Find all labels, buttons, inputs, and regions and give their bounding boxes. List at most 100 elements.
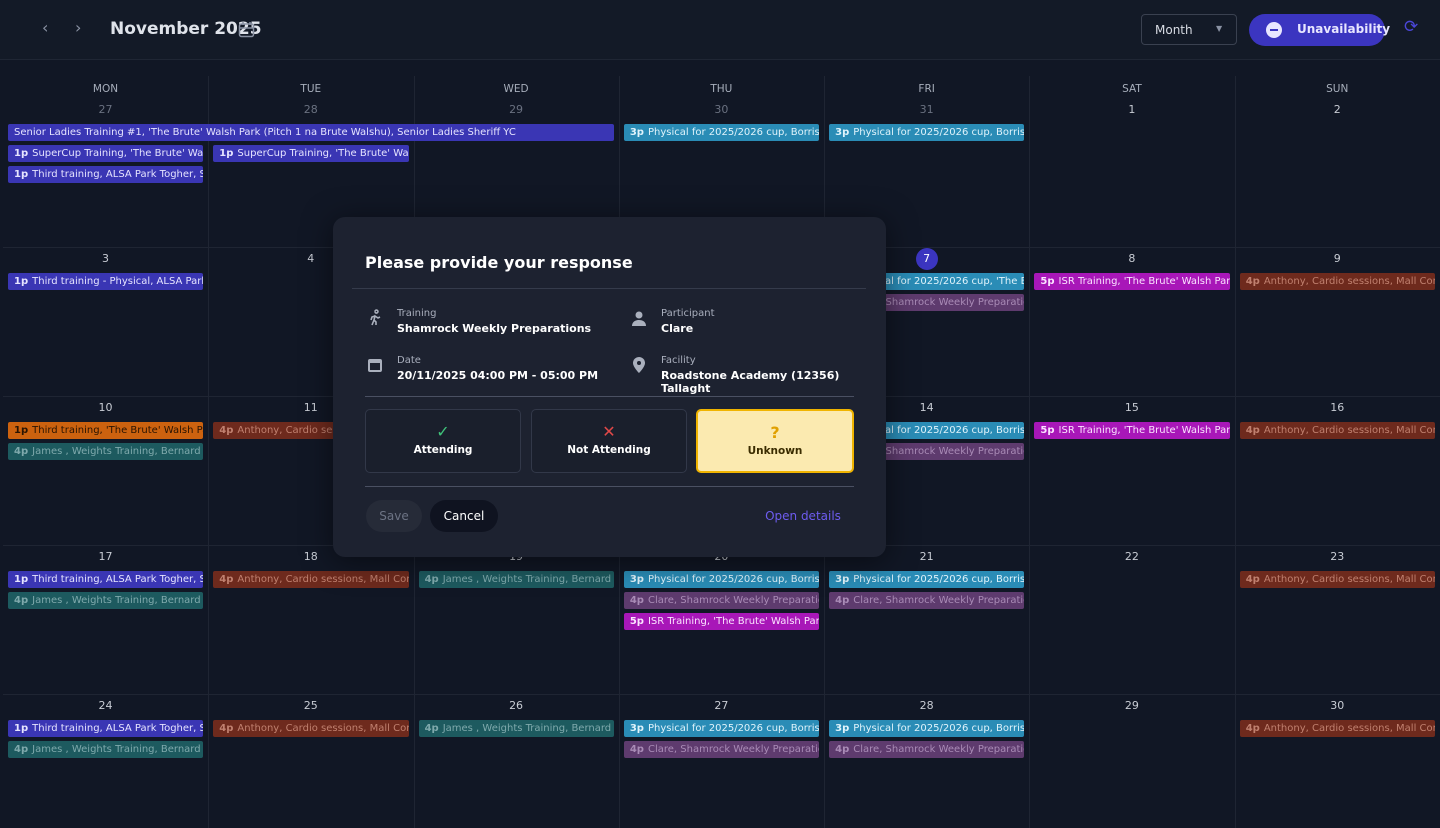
event-time: 4p <box>629 595 644 606</box>
event[interactable]: 1p Third training, ALSA Park Togher, Ser <box>8 571 204 588</box>
day-number: 24 <box>98 699 113 712</box>
event-time: 5p <box>1040 276 1055 287</box>
day-number: 27 <box>714 699 729 712</box>
cancel-button[interactable]: Cancel <box>430 500 498 532</box>
event[interactable]: 5p ISR Training, 'The Brute' Walsh Park <box>1034 273 1230 290</box>
save-button[interactable]: Save <box>366 500 422 532</box>
today-marker <box>915 248 938 270</box>
event-title: Third training, ALSA Park Togher, Ser <box>32 723 204 734</box>
option-button[interactable]: ? Unknown <box>696 409 854 473</box>
dialog-title: Please provide your response <box>365 253 633 272</box>
event-time: 4p <box>219 723 234 734</box>
option-button[interactable]: ✓ Attending <box>365 409 521 473</box>
month-title: November 2025 <box>110 19 262 39</box>
event[interactable]: 1p Third training - Physical, ALSA Park ' <box>8 273 204 290</box>
event[interactable]: 4p Anthony, Cardio sessions, Mall Comp <box>1239 273 1435 290</box>
day-number: 10 <box>98 401 113 414</box>
option-button[interactable]: ✕ Not Attending <box>531 409 687 473</box>
event-title: Third training, 'The Brute' Walsh Park <box>32 425 204 436</box>
day-number: 22 <box>1124 550 1139 563</box>
day-number: 29 <box>1124 699 1139 712</box>
weekday-label: MON <box>92 83 119 95</box>
column-line <box>1029 76 1031 828</box>
event-title: Physical for 2025/2026 cup, Borris C <box>853 425 1025 436</box>
day-number: 3 <box>102 252 109 265</box>
day-number: 1 <box>1128 103 1136 116</box>
event[interactable]: 4p James , Weights Training, Bernard C <box>8 592 204 609</box>
next-button[interactable]: › <box>75 18 82 37</box>
event-title: James , Weights Training, Bernard C <box>442 574 614 585</box>
unavailability-button[interactable]: Unavailability <box>1249 14 1390 46</box>
event[interactable]: 4p Anthony, Cardio sessions, Mall Comp <box>213 720 409 737</box>
event-title: ISR Training, 'The Brute' Walsh Park <box>1058 425 1230 436</box>
day-number: 15 <box>1124 401 1139 414</box>
event-time: 1p <box>219 148 234 159</box>
event-time: 4p <box>1245 276 1260 287</box>
event-title: ISR Training, 'The Brute' Walsh Park <box>647 616 820 627</box>
event-time: 3p <box>629 127 644 138</box>
event-time: 4p <box>219 574 234 585</box>
prev-button[interactable]: ‹ <box>42 18 49 37</box>
event-title: Anthony, Cardio sessions, Mall Comp <box>1263 276 1435 287</box>
event-title: James , Weights Training, Bernard C <box>442 723 614 734</box>
event[interactable]: 4p Anthony, Cardio sessions, Mall Comp <box>1239 571 1435 588</box>
minus-icon <box>1266 22 1282 38</box>
event[interactable]: 4p James , Weights Training, Bernard C <box>8 741 204 758</box>
event-title: James , Weights Training, Bernard C <box>32 446 204 457</box>
day-number: 17 <box>98 550 113 563</box>
event-time: 4p <box>1245 574 1260 585</box>
refresh-button[interactable]: ⟳ <box>1404 17 1419 37</box>
event[interactable]: 4p Anthony, Cardio sessions, Mall Comp <box>213 571 409 588</box>
detail-label: Date <box>397 355 421 366</box>
day-number: 11 <box>303 401 318 414</box>
event[interactable]: 1p Third training, ALSA Park Togher, Ser <box>8 720 204 737</box>
day-number: 30 <box>714 103 729 116</box>
event-time: 1p <box>14 723 29 734</box>
detail-value: Roadstone Academy (12356) Tallaght <box>661 369 840 395</box>
event-time: 5p <box>629 616 644 627</box>
view-select[interactable]: Month ▼ <box>1141 14 1237 45</box>
event[interactable]: 4p Anthony, Cardio sessions, Mall Comp <box>1239 720 1435 737</box>
event-time: 3p <box>835 723 850 734</box>
detail-icon <box>368 359 382 372</box>
event[interactable]: Senior Ladies Training #1, 'The Brute' W… <box>8 124 614 141</box>
event-time: 4p <box>835 595 850 606</box>
top-bar: ‹ › November 2025 Month ▼ Unavailability… <box>0 0 1440 60</box>
event-time: 4p <box>424 723 439 734</box>
event[interactable]: 1p SuperCup Training, 'The Brute' Walsh <box>8 145 204 162</box>
event[interactable]: 1p SuperCup Training, 'The Brute' Walsh <box>213 145 409 162</box>
event[interactable]: 4p Anthony, Cardio sessions, Mall Comp <box>1239 422 1435 439</box>
event[interactable]: 4p James , Weights Training, Bernard C <box>418 571 614 588</box>
event-time: 3p <box>629 574 644 585</box>
calendar-icon[interactable] <box>238 21 255 38</box>
event-title: Anthony, Cardio sessions, Mall Comp <box>1263 723 1435 734</box>
event-title: Clare, Shamrock Weekly Preparation <box>853 744 1025 755</box>
event[interactable]: 1p Third training, ALSA Park Togher, Ser <box>8 166 204 183</box>
event-title: Physical for 2025/2026 cup, 'The Bru <box>853 276 1025 287</box>
event[interactable]: 1p Third training, 'The Brute' Walsh Park <box>8 422 204 439</box>
detail-value: Clare <box>661 322 694 335</box>
option-label: Attending <box>413 444 473 456</box>
event-time: 4p <box>14 595 29 606</box>
weekday-label: THU <box>710 83 733 95</box>
open-details-link[interactable]: Open details <box>765 509 841 523</box>
event[interactable]: 4p James , Weights Training, Bernard C <box>8 443 204 460</box>
event[interactable]: 4p James , Weights Training, Bernard C <box>418 720 614 737</box>
row-line <box>3 694 1440 695</box>
event-time: 3p <box>835 127 850 138</box>
event[interactable]: 5p ISR Training, 'The Brute' Walsh Park <box>1034 422 1230 439</box>
event[interactable]: 5p ISR Training, 'The Brute' Walsh Park <box>623 613 820 630</box>
weekday-label: SUN <box>1326 83 1349 95</box>
event-title: Anthony, Cardio sessions, Mall Comp <box>1263 574 1435 585</box>
